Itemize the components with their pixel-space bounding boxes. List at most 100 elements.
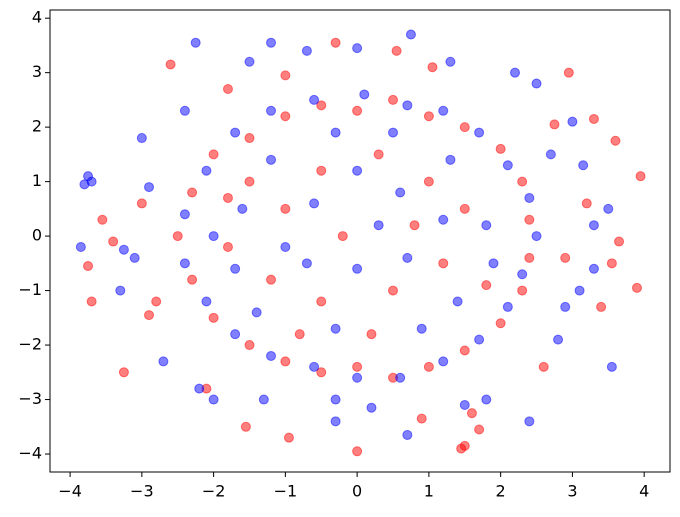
point bbox=[588, 220, 599, 231]
point bbox=[222, 241, 233, 252]
point bbox=[251, 307, 262, 318]
point bbox=[301, 258, 312, 269]
point bbox=[560, 252, 571, 263]
point bbox=[151, 296, 162, 307]
y-tick-label: 3 bbox=[32, 62, 42, 81]
point bbox=[330, 416, 341, 427]
point bbox=[208, 149, 219, 160]
point bbox=[452, 296, 463, 307]
y-tick-label: 0 bbox=[32, 226, 42, 245]
point bbox=[423, 361, 434, 372]
point bbox=[240, 421, 251, 432]
point bbox=[553, 334, 564, 345]
point bbox=[603, 203, 614, 214]
point bbox=[194, 383, 205, 394]
point bbox=[208, 394, 219, 405]
point bbox=[466, 408, 477, 419]
point bbox=[459, 203, 470, 214]
point bbox=[294, 329, 305, 340]
point bbox=[352, 372, 363, 383]
point bbox=[524, 416, 535, 427]
point bbox=[280, 111, 291, 122]
point bbox=[136, 133, 147, 144]
point bbox=[631, 282, 642, 293]
point bbox=[266, 105, 277, 116]
point bbox=[316, 100, 327, 111]
point bbox=[635, 171, 646, 182]
point bbox=[309, 94, 320, 105]
point bbox=[427, 62, 438, 73]
point bbox=[337, 231, 348, 242]
point bbox=[309, 361, 320, 372]
point bbox=[97, 214, 108, 225]
point bbox=[222, 83, 233, 94]
point bbox=[208, 312, 219, 323]
point bbox=[567, 116, 578, 127]
point bbox=[179, 105, 190, 116]
point bbox=[474, 127, 485, 138]
point bbox=[416, 413, 427, 424]
point bbox=[581, 198, 592, 209]
point bbox=[481, 280, 492, 291]
x-tick-label: 1 bbox=[424, 482, 434, 501]
point bbox=[187, 187, 198, 198]
x-tick-label: 0 bbox=[352, 482, 362, 501]
point bbox=[244, 176, 255, 187]
point bbox=[352, 165, 363, 176]
point bbox=[495, 143, 506, 154]
point bbox=[266, 37, 277, 48]
point bbox=[359, 89, 370, 100]
point bbox=[144, 182, 155, 193]
point bbox=[614, 236, 625, 247]
point bbox=[445, 154, 456, 165]
point bbox=[563, 67, 574, 78]
point bbox=[402, 252, 413, 263]
point bbox=[524, 214, 535, 225]
point bbox=[280, 241, 291, 252]
point bbox=[459, 399, 470, 410]
point bbox=[330, 323, 341, 334]
point bbox=[474, 424, 485, 435]
point bbox=[352, 446, 363, 457]
point bbox=[352, 43, 363, 54]
point bbox=[118, 367, 129, 378]
point bbox=[481, 394, 492, 405]
point bbox=[488, 258, 499, 269]
point bbox=[456, 443, 467, 454]
point bbox=[283, 432, 294, 443]
point bbox=[179, 209, 190, 220]
point bbox=[179, 258, 190, 269]
point bbox=[596, 301, 607, 312]
point bbox=[388, 94, 399, 105]
point bbox=[201, 296, 212, 307]
point bbox=[144, 310, 155, 321]
point bbox=[158, 356, 169, 367]
x-tick-label: 3 bbox=[567, 482, 577, 501]
point bbox=[445, 56, 456, 67]
point bbox=[588, 263, 599, 274]
point bbox=[574, 285, 585, 296]
point bbox=[531, 231, 542, 242]
point bbox=[280, 356, 291, 367]
y-tick-label: 4 bbox=[32, 8, 42, 27]
point bbox=[438, 105, 449, 116]
point bbox=[474, 334, 485, 345]
point bbox=[438, 214, 449, 225]
point bbox=[409, 220, 420, 231]
point bbox=[330, 394, 341, 405]
point bbox=[517, 269, 528, 280]
point bbox=[86, 176, 97, 187]
y-tick-label: −2 bbox=[18, 335, 42, 354]
point bbox=[402, 100, 413, 111]
point bbox=[244, 56, 255, 67]
point bbox=[388, 285, 399, 296]
point bbox=[83, 261, 94, 272]
point bbox=[524, 252, 535, 263]
point bbox=[280, 203, 291, 214]
point bbox=[86, 296, 97, 307]
point bbox=[316, 296, 327, 307]
point bbox=[352, 263, 363, 274]
point bbox=[388, 127, 399, 138]
